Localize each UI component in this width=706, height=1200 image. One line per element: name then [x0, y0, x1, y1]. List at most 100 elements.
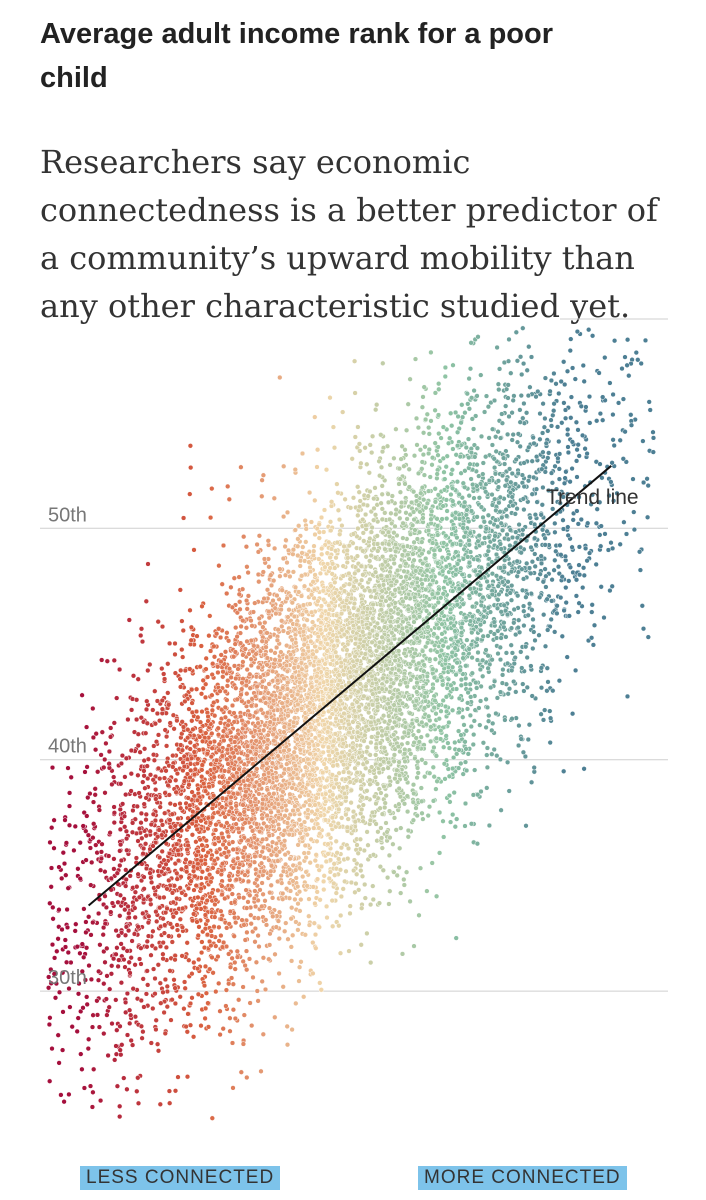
data-point	[56, 1060, 62, 1066]
data-point	[373, 800, 379, 807]
data-point	[135, 772, 141, 778]
data-point	[461, 534, 467, 540]
data-point	[379, 811, 386, 817]
data-point	[90, 705, 96, 712]
data-point	[119, 1042, 125, 1048]
data-point	[593, 561, 599, 568]
data-point	[362, 511, 369, 518]
data-point	[520, 603, 527, 609]
data-point	[150, 1005, 156, 1012]
data-point	[290, 551, 296, 557]
data-point	[327, 519, 334, 525]
data-point	[109, 781, 115, 788]
data-point	[237, 785, 243, 792]
data-point	[368, 959, 374, 966]
data-point	[161, 1009, 167, 1016]
data-point	[113, 997, 119, 1003]
data-point	[307, 601, 313, 607]
data-point	[561, 480, 568, 486]
data-point	[253, 959, 260, 965]
data-point	[203, 990, 210, 996]
data-point	[356, 887, 362, 893]
chart-title: Average adult income rank for a poor chi…	[40, 18, 553, 94]
data-point	[228, 584, 234, 590]
data-point	[480, 673, 486, 679]
data-point	[645, 482, 651, 489]
data-point	[491, 464, 498, 471]
data-point	[172, 802, 178, 808]
data-point	[586, 550, 593, 556]
data-point	[550, 506, 556, 512]
data-point	[598, 584, 604, 590]
data-point	[471, 718, 477, 724]
data-point	[525, 736, 531, 743]
data-point	[364, 744, 371, 750]
data-point	[579, 432, 586, 439]
data-point	[548, 417, 554, 423]
data-point	[440, 682, 446, 688]
data-point	[153, 1017, 159, 1023]
data-point	[89, 1024, 96, 1030]
data-point	[174, 927, 181, 933]
data-point	[145, 982, 151, 988]
data-point	[574, 508, 580, 514]
data-point	[231, 933, 237, 939]
data-point	[439, 516, 445, 522]
data-point	[300, 544, 306, 550]
data-point	[207, 648, 214, 654]
data-point	[203, 655, 209, 662]
data-point	[308, 836, 314, 843]
data-point	[394, 618, 400, 625]
data-point	[611, 338, 618, 344]
data-point	[466, 375, 472, 382]
data-point	[312, 735, 319, 741]
data-point	[161, 775, 168, 781]
data-point	[491, 746, 497, 753]
data-point	[83, 919, 89, 925]
data-point	[548, 377, 555, 384]
data-point	[99, 729, 105, 735]
data-point	[46, 1021, 53, 1028]
data-point	[227, 1028, 233, 1034]
data-point	[187, 607, 193, 613]
data-point	[227, 709, 233, 715]
data-point	[172, 670, 179, 676]
data-point	[511, 393, 517, 399]
data-point	[256, 615, 262, 622]
data-point	[523, 823, 529, 829]
data-point	[631, 509, 637, 515]
data-point	[182, 985, 188, 991]
data-point	[624, 337, 631, 343]
data-point	[608, 479, 614, 485]
data-point	[485, 512, 492, 518]
data-point	[426, 424, 432, 431]
data-point	[564, 368, 571, 374]
data-point	[212, 914, 218, 920]
data-point	[507, 527, 514, 533]
data-point	[526, 722, 533, 728]
data-point	[570, 517, 576, 523]
data-point	[252, 796, 259, 802]
data-point	[345, 555, 351, 561]
data-point	[191, 887, 197, 893]
data-point	[538, 665, 545, 671]
data-point	[223, 987, 230, 993]
data-point	[506, 413, 512, 420]
data-point	[124, 847, 130, 853]
data-point	[237, 599, 243, 605]
data-point	[358, 942, 364, 948]
data-point	[506, 788, 512, 794]
data-point	[420, 430, 427, 436]
data-point	[111, 774, 117, 780]
data-point	[113, 927, 119, 934]
data-point	[610, 437, 616, 443]
data-point	[174, 770, 181, 777]
data-point	[355, 424, 361, 430]
data-point	[170, 764, 176, 770]
data-point	[155, 765, 162, 772]
data-point	[527, 384, 533, 390]
data-point	[332, 872, 338, 878]
data-point	[292, 715, 298, 721]
data-point	[288, 958, 295, 964]
data-point	[186, 782, 192, 788]
